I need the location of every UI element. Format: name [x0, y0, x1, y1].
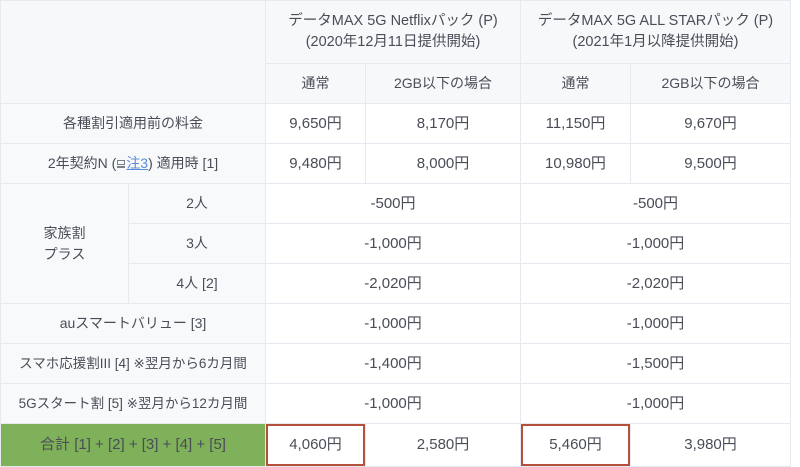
- cell-value: -1,000円: [265, 303, 521, 344]
- cell-value: -1,000円: [519, 223, 792, 264]
- subheader-allstar-normal: 通常: [520, 63, 631, 104]
- cell-value: 9,670円: [629, 103, 792, 144]
- total-value-netflix-under2gb: 2,580円: [365, 423, 521, 467]
- header-row-subcolumns: 通常 2GB以下の場合 通常 2GB以下の場合: [1, 63, 792, 104]
- row-label-family-3people: 3人: [128, 223, 266, 264]
- table-row-base-price: 各種割引適用前の料金 9,650円 8,170円 11,150円 9,670円: [0, 103, 792, 144]
- family-label-line1: 家族割: [43, 225, 86, 242]
- document-note-icon: [117, 160, 126, 169]
- row-label-smartphone-support-discount: スマホ応援割III [4] ※翌月から6カ月間: [0, 343, 266, 384]
- header-package-netflix: データMAX 5G Netflixパック (P) (2020年12月11日提供開…: [265, 0, 521, 64]
- total-value-allstar-under2gb: 3,980円: [629, 423, 792, 467]
- cell-value: 9,480円: [265, 143, 366, 184]
- cell-value: 8,000円: [365, 143, 521, 184]
- family-label-line2: プラス: [43, 245, 86, 262]
- table-row-total: 合計 [1] + [2] + [3] + [4] + [5] 4,060円 2,…: [0, 423, 792, 467]
- cell-value: 10,980円: [520, 143, 631, 184]
- label-text-suffix: ) 適用時 [1]: [148, 155, 219, 172]
- table-row-family-discount-4: 4人 [2] -2,020円 -2,020円: [1, 263, 792, 304]
- subheader-netflix-under2gb: 2GB以下の場合: [365, 63, 521, 104]
- subheader-netflix-normal: 通常: [265, 63, 366, 104]
- table-row-au-smart-value: auスマートバリュー [3] -1,000円 -1,000円: [0, 303, 792, 344]
- package-start-date: (2021年1月以降提供開始): [572, 34, 739, 50]
- total-value-allstar-normal: 5,460円: [520, 423, 631, 467]
- row-label-family-discount-group: 家族割 プラス: [0, 183, 129, 304]
- row-label-au-smart-value: auスマートバリュー [3]: [0, 303, 266, 344]
- row-label-5g-start-discount: 5Gスタート割 [5] ※翌月から12カ月間: [0, 383, 266, 424]
- subheader-allstar-under2gb: 2GB以下の場合: [629, 63, 792, 104]
- cell-value: -500円: [519, 183, 792, 224]
- cell-value: -500円: [265, 183, 521, 224]
- cell-value: 11,150円: [520, 103, 631, 144]
- cell-value: -1,000円: [519, 383, 792, 424]
- row-label-family-2people: 2人: [128, 183, 266, 224]
- cell-value: -1,500円: [519, 343, 792, 384]
- cell-value: -2,020円: [265, 263, 521, 304]
- cell-value: -1,000円: [265, 383, 521, 424]
- row-label-base-price: 各種割引適用前の料金: [0, 103, 266, 144]
- cell-value: -1,000円: [519, 303, 792, 344]
- table-row-smartphone-support-discount: スマホ応援割III [4] ※翌月から6カ月間 -1,400円 -1,500円: [0, 343, 792, 384]
- total-value-netflix-normal: 4,060円: [265, 423, 366, 467]
- package-name: データMAX 5G ALL STARパック (P): [537, 12, 774, 29]
- table-row-family-discount-2: 家族割 プラス 2人 -500円 -500円: [0, 183, 792, 304]
- label-text-prefix: 2年契約N (: [47, 155, 117, 172]
- row-label-family-4people: 4人 [2]: [128, 263, 266, 304]
- table-row-family-discount-3: 3人 -1,000円 -1,000円: [1, 223, 792, 264]
- cell-value: -1,000円: [265, 223, 521, 264]
- cell-value: 8,170円: [365, 103, 521, 144]
- cell-value: 9,650円: [265, 103, 366, 144]
- package-start-date: (2020年12月11日提供開始): [305, 34, 481, 50]
- cell-value: 9,500円: [629, 143, 792, 184]
- row-label-total: 合計 [1] + [2] + [3] + [4] + [5]: [0, 423, 266, 467]
- header-package-allstar: データMAX 5G ALL STARパック (P) (2021年1月以降提供開始…: [519, 0, 792, 64]
- footnote-link-3[interactable]: 注3: [126, 155, 149, 172]
- table-row-5g-start-discount: 5Gスタート割 [5] ※翌月から12カ月間 -1,000円 -1,000円: [0, 383, 792, 424]
- row-label-two-year-contract: 2年契約N ( 注3) 適用時 [1]: [0, 143, 266, 184]
- cell-value: -2,020円: [519, 263, 792, 304]
- header-blank-cell: [0, 0, 266, 104]
- header-row-packages: データMAX 5G Netflixパック (P) (2020年12月11日提供開…: [0, 0, 792, 104]
- cell-value: -1,400円: [265, 343, 521, 384]
- package-name: データMAX 5G Netflixパック (P): [288, 12, 498, 29]
- table-row-two-year-contract: 2年契約N ( 注3) 適用時 [1] 9,480円 8,000円 10,980円…: [0, 143, 792, 184]
